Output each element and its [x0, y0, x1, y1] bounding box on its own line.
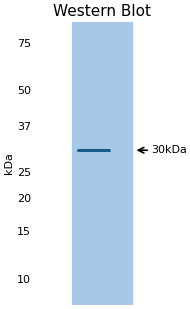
- Y-axis label: kDa: kDa: [4, 152, 14, 174]
- Text: 30kDa: 30kDa: [151, 145, 187, 155]
- Bar: [72, 22, 132, 305]
- Title: Western Blot: Western Blot: [53, 4, 151, 19]
